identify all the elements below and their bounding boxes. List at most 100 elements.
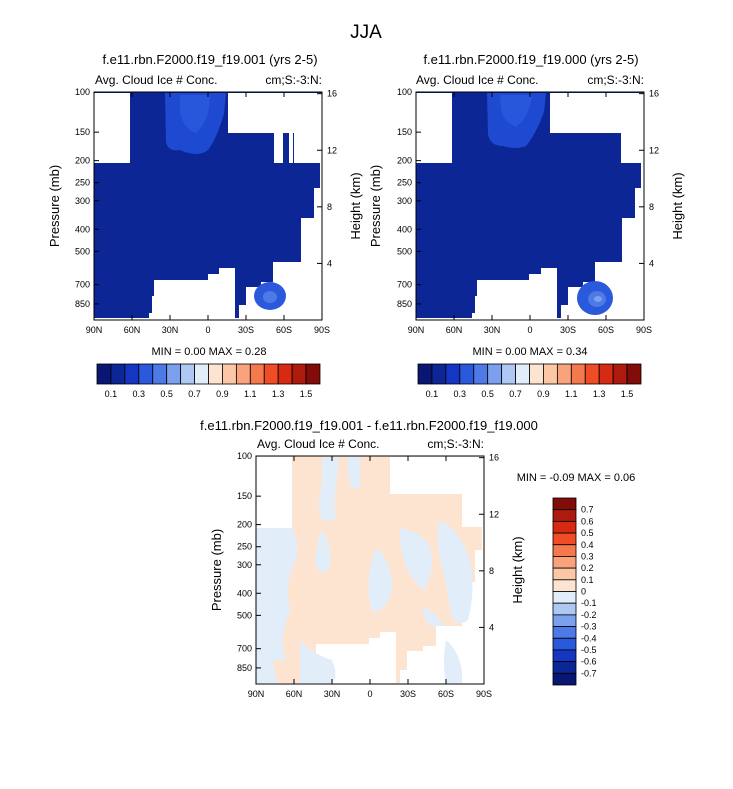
y-tick-label: 100 <box>237 451 252 461</box>
colorbar-label: 0.7 <box>509 389 522 399</box>
colorbar-swatch <box>417 363 433 385</box>
height-tick-label: 16 <box>489 453 499 463</box>
y-tick-label: 300 <box>237 560 252 570</box>
panel-left-tropical-inner <box>180 95 210 133</box>
y-tick-label: 250 <box>397 178 412 188</box>
x-tick-label: 0 <box>205 325 210 335</box>
colorbar-swatch <box>96 363 112 385</box>
x-tick-label: 30N <box>484 325 501 335</box>
colorbar-swatch <box>552 661 577 674</box>
y-tick-label: 100 <box>397 87 412 97</box>
height-tick-label: 12 <box>327 145 337 155</box>
panel-right-height-label: Height (km) <box>670 172 685 239</box>
colorbar-label: 0.5 <box>481 389 494 399</box>
colorbar-diff: 0.70.6 0.5 0.40.3 0.2 0.1 0-0.1 -0.2 -0.3-0.4 -0… <box>552 497 597 686</box>
panel-left-stats: MIN = 0.00 MAX = 0.28 <box>152 346 267 358</box>
colorbar-swatch <box>124 363 140 385</box>
panel-diff-units: cm;S:-3:N: <box>427 437 484 451</box>
colorbar-swatch <box>552 579 577 592</box>
panel-diff-missing-gap-1 <box>256 457 292 528</box>
colorbar-swatch <box>552 591 577 604</box>
colorbar-swatch <box>291 363 307 385</box>
colorbar-label: 0.1 <box>581 575 594 585</box>
y-tick-label: 100 <box>75 87 90 97</box>
y-tick-label: 400 <box>75 224 90 234</box>
y-tick-label: 700 <box>237 644 252 654</box>
panel-diff-axes: 90N 60N 30N 0 30S 60S 90S 100 150 200 250 300 400 500… <box>237 451 499 699</box>
panel-diff-pressure-label: Pressure (mb) <box>209 529 224 611</box>
colorbar-swatch <box>626 363 642 385</box>
colorbar-swatch <box>598 363 614 385</box>
x-tick-label: 90S <box>314 325 330 335</box>
colorbar-label: -0.4 <box>581 633 597 643</box>
page-title: JJA <box>350 22 382 43</box>
colorbar-swatch <box>552 602 577 616</box>
colorbar-label: -0.7 <box>581 668 597 678</box>
panel-left-missing-gap-5 <box>294 133 322 163</box>
colorbar-label: -0.2 <box>581 610 597 620</box>
x-tick-label: 30N <box>324 689 341 699</box>
panel-left-plot: 90N 60N 30N 0 30S 60S 90S 100 150 200 250 300 400 500… <box>75 87 337 335</box>
colorbar-swatch <box>110 363 126 385</box>
height-tick-label: 16 <box>327 89 337 99</box>
colorbar-label: 1.1 <box>244 389 257 399</box>
panel-left-title: f.e11.rbn.F2000.f19_f19.001 (yrs 2-5) <box>102 52 317 67</box>
panel-diff-field-base <box>256 456 484 683</box>
panel-right-missing-gap-1 <box>416 93 452 163</box>
panel-left-missing-gap-2 <box>228 93 322 133</box>
colorbar-swatch <box>305 363 321 385</box>
colorbar-swatch <box>501 363 516 385</box>
colorbar-swatch <box>277 363 293 385</box>
colorbar-label: 0.6 <box>581 516 594 526</box>
colorbar-label: -0.6 <box>581 657 597 667</box>
x-tick-label: 30N <box>162 325 179 335</box>
colorbar-swatch <box>529 363 544 385</box>
x-tick-label: 90S <box>476 689 492 699</box>
colorbar-label: 0.9 <box>537 389 550 399</box>
panel-right-pressure-label: Pressure (mb) <box>368 165 383 247</box>
y-tick-label: 500 <box>397 246 412 256</box>
colorbar-swatch <box>445 363 461 385</box>
colorbar-label: 0.7 <box>581 505 594 515</box>
panel-left-units: cm;S:-3:N: <box>265 73 322 87</box>
colorbar-label: -0.3 <box>581 622 597 632</box>
panel-right-southern-core <box>594 296 602 302</box>
height-tick-label: 8 <box>649 202 654 212</box>
colorbar-swatch <box>556 363 572 385</box>
colorbar-swatch <box>552 544 577 557</box>
x-tick-label: 60S <box>598 325 614 335</box>
panel-right-plot: 90N 60N 30N 0 30S 60S 90S 100 150 200 250 300 400 500… <box>397 87 659 335</box>
y-tick-label: 200 <box>237 520 252 530</box>
y-tick-label: 150 <box>75 127 90 137</box>
x-tick-label: 60S <box>438 689 454 699</box>
panel-diff-missing-gap-2 <box>390 457 484 494</box>
colorbar-swatch <box>152 363 168 385</box>
colorbar-right: 0.1 0.3 0.5 0.7 0.9 1.1 1.3 1.5 <box>417 363 642 399</box>
colorbar-label: 0.1 <box>426 389 439 399</box>
panel-diff-plot: 90N 60N 30N 0 30S 60S 90S 100 150 200 250 300 400 500… <box>237 451 499 699</box>
colorbar-label: 0.1 <box>105 389 118 399</box>
colorbar-swatch <box>235 363 251 385</box>
colorbar-swatch <box>543 363 558 385</box>
panel-right-field-base <box>416 92 644 318</box>
colorbar-label: 1.3 <box>593 389 606 399</box>
panel-right-tropical-inner <box>500 95 532 127</box>
y-tick-label: 850 <box>397 299 412 309</box>
colorbar-swatch <box>431 363 447 385</box>
colorbar-label: 0.3 <box>581 551 594 561</box>
panel-right-variable: Avg. Cloud Ice # Conc. <box>416 73 539 87</box>
colorbar-swatch <box>552 614 577 627</box>
colorbar-swatch <box>552 567 577 581</box>
colorbar-left: 0.1 0.3 0.5 0.7 0.9 1.1 1.3 1.5 <box>96 363 321 399</box>
colorbar-swatch <box>208 363 223 385</box>
colorbar-label: -0.5 <box>581 645 597 655</box>
colorbar-swatch <box>552 532 577 546</box>
panel-right-missing-gap-3 <box>621 133 644 163</box>
colorbar-swatch <box>487 363 503 385</box>
panel-left-missing-gap-3 <box>274 133 283 163</box>
panel-left-axes: 90N 60N 30N 0 30S 60S 90S 100 150 200 250 300 400 500… <box>75 87 337 335</box>
panel-right-units: cm;S:-3:N: <box>587 73 644 87</box>
y-tick-label: 400 <box>397 224 412 234</box>
colorbar-swatch <box>249 363 265 385</box>
